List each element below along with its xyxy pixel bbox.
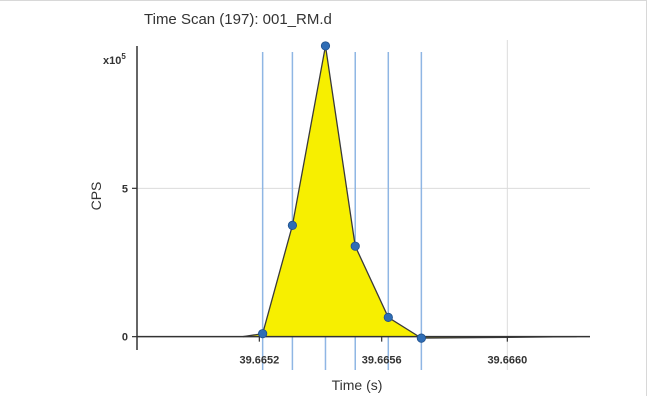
peak-line	[242, 45, 577, 339]
axes-layer	[136, 46, 590, 350]
data-points	[258, 41, 426, 343]
chart-title: Time Scan (197): 001_RM.d	[144, 11, 332, 28]
x-tick-label: 39.6660	[487, 355, 527, 367]
data-point	[416, 333, 426, 343]
y-multiplier-label: x105	[103, 52, 126, 67]
y-tick-label: 5	[122, 183, 128, 195]
y-tick-label: 0	[122, 332, 128, 344]
peak-area	[242, 45, 577, 339]
x-axis-label: Time (s)	[332, 377, 383, 393]
data-point	[320, 41, 331, 51]
x-tick-label: 39.6652	[239, 355, 279, 367]
tick-labels: 0 5 39.6652 39.6656 39.6660	[122, 183, 527, 366]
data-point	[350, 241, 360, 251]
grid-layer	[137, 40, 590, 370]
y-axis-label: CPS	[88, 182, 104, 211]
x-tick-label: 39.6656	[362, 355, 402, 367]
data-point	[383, 312, 393, 322]
data-point	[287, 220, 298, 231]
data-point	[258, 329, 268, 339]
